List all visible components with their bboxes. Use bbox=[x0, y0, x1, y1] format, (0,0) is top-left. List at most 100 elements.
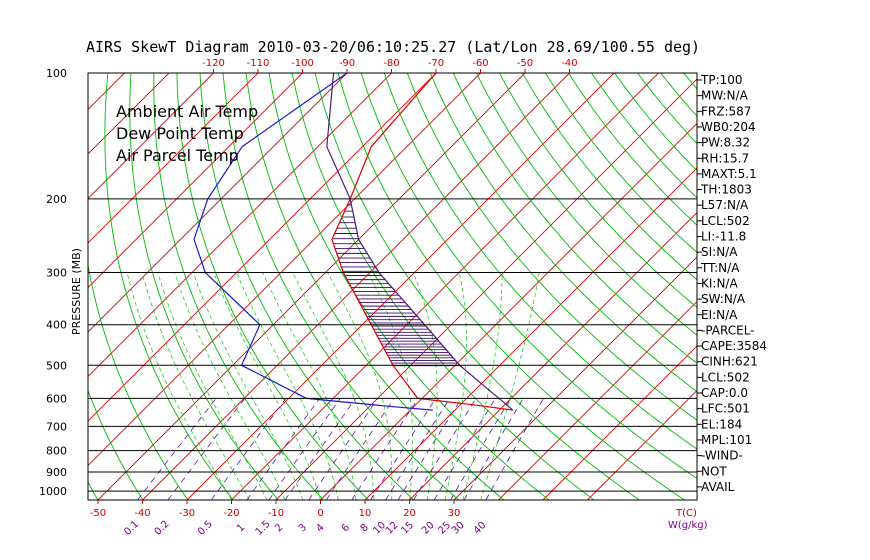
index-item: PW:8.32 bbox=[701, 136, 750, 150]
isotherm-line bbox=[275, 78, 697, 500]
index-item: NOT bbox=[701, 464, 727, 478]
index-item: TT:N/A bbox=[700, 261, 740, 275]
pressure-tick-900: 900 bbox=[46, 466, 67, 479]
moist-adiabat-line bbox=[141, 272, 250, 500]
dry-adiabat-line bbox=[475, 73, 697, 336]
temp-unit-label: T(C) bbox=[675, 508, 697, 519]
index-item: FRZ:587 bbox=[701, 104, 751, 118]
dry-adiabat-line bbox=[222, 73, 460, 500]
bottom-temp-tick-20: 20 bbox=[403, 508, 416, 519]
dry-adiabat-line bbox=[383, 73, 697, 450]
top-temp-tick--40: -40 bbox=[561, 58, 577, 69]
dry-adiabat-line bbox=[268, 73, 550, 500]
index-item: TH:1803 bbox=[700, 183, 752, 197]
bottom-temp-tick--50: -50 bbox=[90, 508, 106, 519]
index-item: -PARCEL- bbox=[701, 323, 755, 337]
bottom-temp-tick--40: -40 bbox=[134, 508, 150, 519]
moist-adiabat-line bbox=[174, 272, 286, 500]
index-item: MPL:101 bbox=[701, 433, 752, 447]
isotherm-line bbox=[142, 73, 570, 500]
isotherm-line bbox=[542, 345, 697, 500]
moist-adiabat-line bbox=[236, 272, 339, 500]
isotherm-line bbox=[88, 73, 481, 467]
dry-adiabat-line bbox=[545, 73, 697, 254]
top-temp-tick--110: -110 bbox=[247, 58, 270, 69]
mixing-ratio-line bbox=[325, 398, 395, 500]
isotherm-line bbox=[453, 256, 697, 500]
top-temp-tick--80: -80 bbox=[383, 58, 399, 69]
pressure-tick-200: 200 bbox=[46, 193, 67, 206]
mixing-ratio-line bbox=[167, 398, 246, 500]
mixing-ratio-unit-label: W(g/kg) bbox=[668, 520, 708, 531]
pressure-tick-800: 800 bbox=[46, 445, 67, 458]
isotherm-line bbox=[88, 73, 392, 378]
index-item: AVAIL bbox=[701, 480, 735, 494]
bottom-temp-tick--20: -20 bbox=[223, 508, 239, 519]
pressure-tick-700: 700 bbox=[46, 420, 67, 433]
dry-adiabat-line bbox=[406, 73, 697, 421]
moist-adiabat-line bbox=[192, 272, 304, 500]
top-temp-tick--50: -50 bbox=[517, 58, 533, 69]
mixing-ratio-line bbox=[450, 398, 511, 500]
dry-adiabat-line bbox=[104, 73, 234, 500]
index-item: -WIND- bbox=[701, 449, 743, 463]
index-item: MW:N/A bbox=[701, 89, 749, 103]
isotherm-line bbox=[498, 300, 697, 500]
dry-adiabat-line bbox=[452, 73, 697, 364]
legend-air-parcel-temp: Air Parcel Temp bbox=[116, 146, 239, 165]
index-item: LI:-11.8 bbox=[701, 230, 746, 244]
index-item: LFC:501 bbox=[701, 402, 750, 416]
top-temp-tick--60: -60 bbox=[472, 58, 488, 69]
mixing-ratio-line bbox=[370, 398, 437, 500]
dry-adiabat-line bbox=[499, 73, 697, 309]
mixing-ratio-line bbox=[413, 398, 477, 500]
bottom-temp-tick--10: -10 bbox=[268, 508, 284, 519]
isotherm-line bbox=[88, 73, 259, 244]
moist-adiabat-line bbox=[213, 272, 321, 500]
index-item: TP:100 bbox=[700, 73, 743, 87]
top-temp-tick--100: -100 bbox=[291, 58, 314, 69]
isotherm-line bbox=[88, 73, 214, 200]
sounding-profiles bbox=[193, 73, 514, 411]
isotherm-line bbox=[88, 73, 170, 155]
series-ambient-air-temp bbox=[331, 73, 513, 411]
index-item: SW:N/A bbox=[701, 292, 746, 306]
dry-adiabat-line bbox=[153, 73, 324, 500]
index-item: WB0:204 bbox=[701, 120, 756, 134]
mixing-ratio-line bbox=[433, 398, 496, 500]
series-dew-point-temp bbox=[193, 73, 433, 411]
isotherm-line bbox=[88, 73, 437, 422]
isotherm-line bbox=[320, 122, 697, 500]
legend: Ambient Air Temp Dew Point Temp Air Parc… bbox=[116, 102, 258, 165]
mixing-ratio-line bbox=[397, 398, 462, 500]
top-temp-tick--70: -70 bbox=[428, 58, 444, 69]
isotherm-line bbox=[231, 73, 659, 500]
mixing-ratio-line bbox=[463, 398, 524, 500]
mixing-ratio-line bbox=[137, 398, 217, 500]
isotherm-line bbox=[97, 73, 526, 500]
mixing-ratio-line bbox=[485, 398, 544, 500]
moist-adiabat-line bbox=[126, 272, 232, 500]
chart-title: AIRS SkewT Diagram 2010-03-20/06:10:25.2… bbox=[86, 38, 700, 56]
pressure-tick-300: 300 bbox=[46, 267, 67, 280]
mixing-ratio-line bbox=[351, 398, 419, 500]
moist-adiabat-line bbox=[480, 272, 540, 500]
moist-adiabat-line bbox=[412, 272, 438, 500]
moist-adiabat-line bbox=[292, 272, 375, 500]
legend-ambient-air-temp: Ambient Air Temp bbox=[116, 102, 258, 121]
dry-adiabat-line bbox=[88, 262, 189, 500]
index-item: L57:N/A bbox=[701, 198, 749, 212]
mixing-ratio-line bbox=[284, 398, 356, 500]
dry-adiabat-line bbox=[129, 73, 279, 500]
index-item: MAXT:5.1 bbox=[701, 167, 757, 181]
mixing-ratio-line bbox=[308, 398, 379, 500]
isobar-lines bbox=[88, 198, 697, 492]
dry-adiabat-line bbox=[176, 73, 369, 500]
moist-adiabat-line bbox=[367, 272, 414, 500]
pressure-tick-100: 100 bbox=[46, 67, 67, 80]
dry-adiabat-line bbox=[337, 73, 685, 500]
dry-adiabat-line bbox=[291, 73, 595, 500]
